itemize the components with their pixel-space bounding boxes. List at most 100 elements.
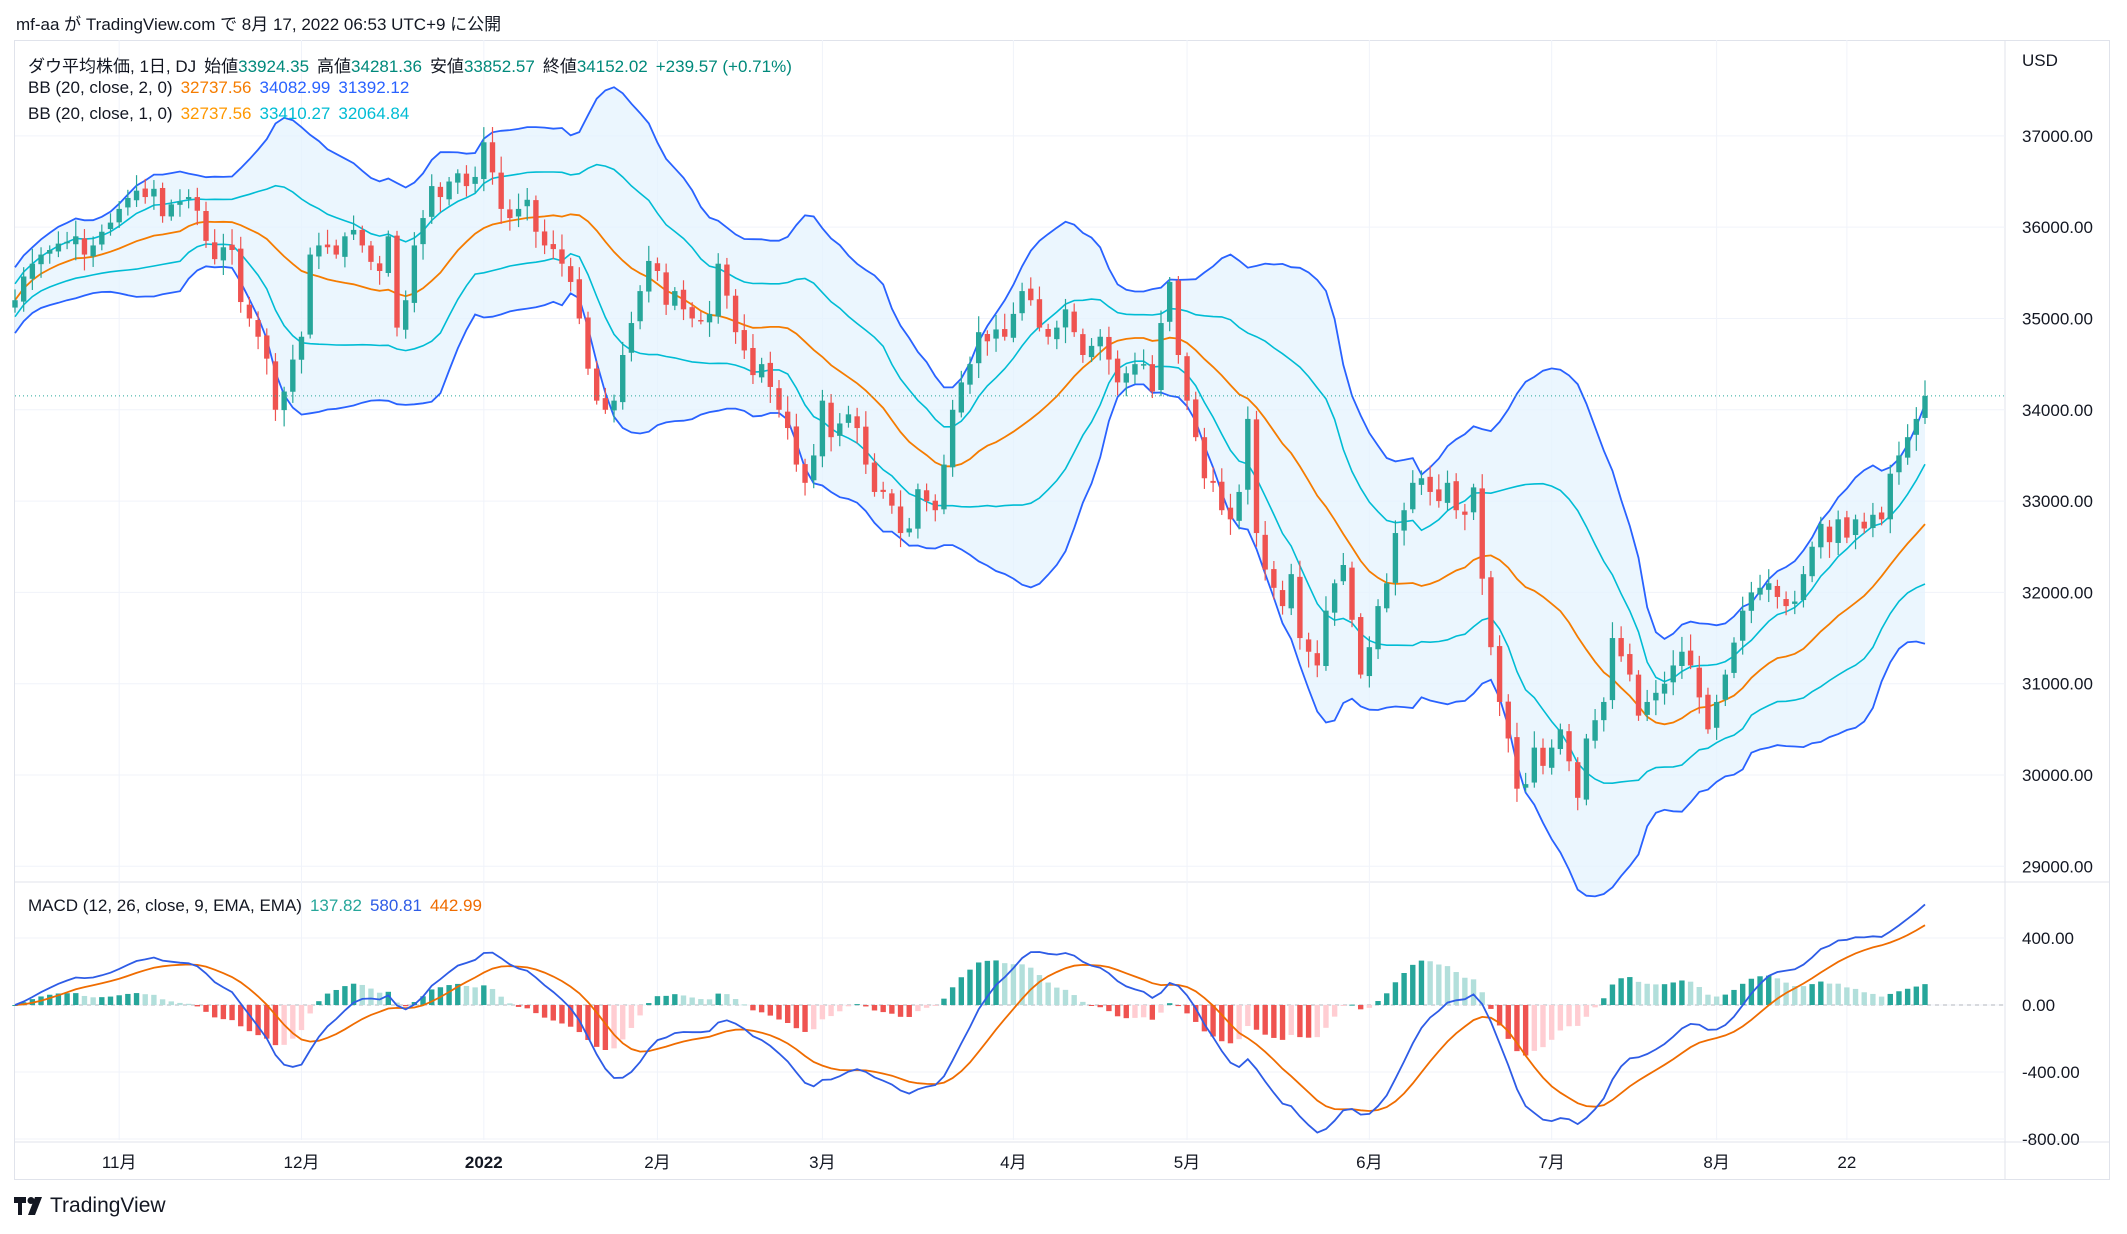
candle-body [628,323,635,353]
macd-histogram-bar [1557,1005,1564,1031]
candle-body [394,235,400,328]
macd-tick-label: -400.00 [2022,1063,2080,1082]
candle-body [1444,482,1451,503]
macd-histogram-bar [854,1004,860,1006]
legend-change: +239.57 (+0.71%) [655,57,792,76]
macd-histogram-bar [975,962,982,1005]
legend-bb1-lower: 32064.84 [338,104,410,123]
candle-body [1002,329,1008,337]
candle-body [567,266,574,282]
candle-body [1427,476,1433,492]
bb1-upper-line [14,163,1926,683]
candle-body [975,332,982,364]
macd-histogram-bar [1809,984,1815,1005]
macd-histogram-bar [1106,1005,1112,1012]
macd-histogram-bar [793,1005,800,1029]
candle-body [984,333,991,342]
macd-histogram-bar [576,1005,583,1033]
candle-body [1436,489,1442,502]
macd-histogram-bar [1305,1005,1312,1038]
candle-body [142,188,148,198]
macd-histogram-bar [1166,1003,1173,1005]
macd-histogram-bar [220,1005,227,1020]
macd-histogram-bar [99,997,105,1005]
macd-histogram-bar [689,997,695,1005]
candle-body [784,411,791,429]
macd-histogram-bar [784,1005,791,1024]
legend-bb2-lower: 31392.12 [338,78,410,97]
macd-histogram-bar [1279,1005,1286,1040]
macd-histogram-bar [1870,993,1876,1005]
candle-body [507,209,513,219]
macd-histogram-bar [1739,983,1746,1005]
candle-body [29,263,36,279]
candle-body [1331,583,1338,613]
candle-body [1245,418,1251,490]
macd-histogram-bar [246,1005,253,1032]
tradingview-branding[interactable]: TradingView [14,1194,166,1218]
candle-body [1175,280,1182,355]
time-tick-label: 11月 [102,1153,137,1172]
tradingview-logo-icon [14,1197,42,1215]
candle-body [168,204,174,217]
candle-body [1106,336,1112,360]
bb2-lower-line [14,265,1926,898]
macd-histogram-bar [1540,1005,1546,1048]
macd-histogram-bar [1609,984,1616,1005]
candle-body [550,244,556,250]
macd-histogram-bar [1149,1005,1156,1020]
macd-histogram-bar [1002,963,1008,1005]
macd-histogram-bar [1045,982,1051,1005]
candle-body [55,243,62,252]
macd-histogram-bar [1010,964,1017,1005]
candle-body [1236,491,1242,521]
legend-bb2-upper: 34082.99 [259,78,331,97]
macd-histogram-bar [1713,996,1720,1005]
macd-tick-label: -800.00 [2022,1130,2080,1149]
macd-histogram-bar [750,1005,756,1011]
macd-histogram-bar [941,998,947,1005]
macd-histogram-bar [1627,977,1633,1005]
macd-histogram-bar [1140,1005,1147,1018]
candle-body [732,295,739,333]
macd-histogram-bar [1601,998,1607,1005]
candle-body [576,279,583,319]
macd-histogram-bar [1766,975,1772,1005]
macd-histogram-bar [238,1005,244,1027]
candle-body [620,355,626,403]
macd-panel [12,903,1928,1134]
legend-macd-line: 580.81 [369,896,422,915]
candle-body [602,398,609,410]
candle-body [1601,701,1607,721]
macd-tick-label: 400.00 [2022,929,2074,948]
macd-histogram-bar [333,989,339,1005]
macd-histogram-bar [142,994,148,1005]
candle-body [1557,729,1564,750]
macd-histogram-bar [1054,987,1060,1005]
macd-histogram-bar [12,1005,18,1006]
candle-body [819,400,826,457]
macd-histogram-bar [402,1005,409,1007]
macd-histogram-bar [1357,1005,1364,1010]
candle-body [1809,546,1815,577]
macd-histogram-bar [1462,977,1468,1005]
candle-body [333,245,339,255]
candle-body [298,336,305,360]
candle-body [20,276,27,302]
macd-histogram-bar [116,995,122,1005]
macd-histogram-bar [1444,966,1451,1005]
macd-histogram-bar [932,1005,938,1006]
macd-histogram-bar [290,1005,296,1039]
macd-histogram-bar [1922,984,1928,1005]
macd-histogram-bar [1375,1001,1381,1005]
price-tick-label: 30000.00 [2022,766,2093,785]
macd-histogram-bar [1904,988,1911,1005]
candle-body [854,416,860,429]
legend-macd-signal: 442.99 [429,896,482,915]
candle-body [1548,747,1555,768]
macd-histogram-bar [324,993,331,1005]
macd-histogram-bar [1505,1005,1511,1039]
macd-histogram-bar [1496,1005,1503,1026]
macd-histogram-bar [1896,991,1902,1005]
